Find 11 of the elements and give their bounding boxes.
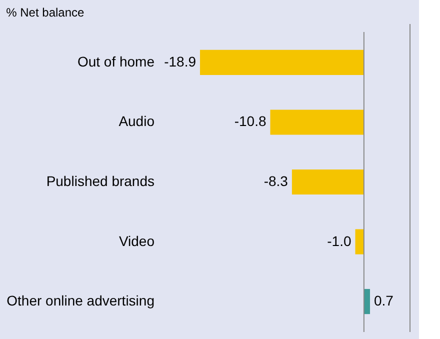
y-tick-label: Audio: [118, 113, 155, 130]
y-tick-label: Published brands: [46, 173, 154, 189]
data-label: -1.0: [327, 232, 352, 249]
data-label: -10.8: [234, 113, 266, 130]
y-tick-label: Video: [118, 232, 155, 249]
data-label: -18.9: [164, 53, 196, 70]
text: % Net balance: [6, 6, 85, 20]
y-tick-label: Out of home: [77, 53, 155, 70]
data-label: 0.7: [374, 292, 394, 309]
y-tick-label: Other online advertising: [6, 292, 154, 309]
data-label: -8.3: [264, 173, 288, 189]
